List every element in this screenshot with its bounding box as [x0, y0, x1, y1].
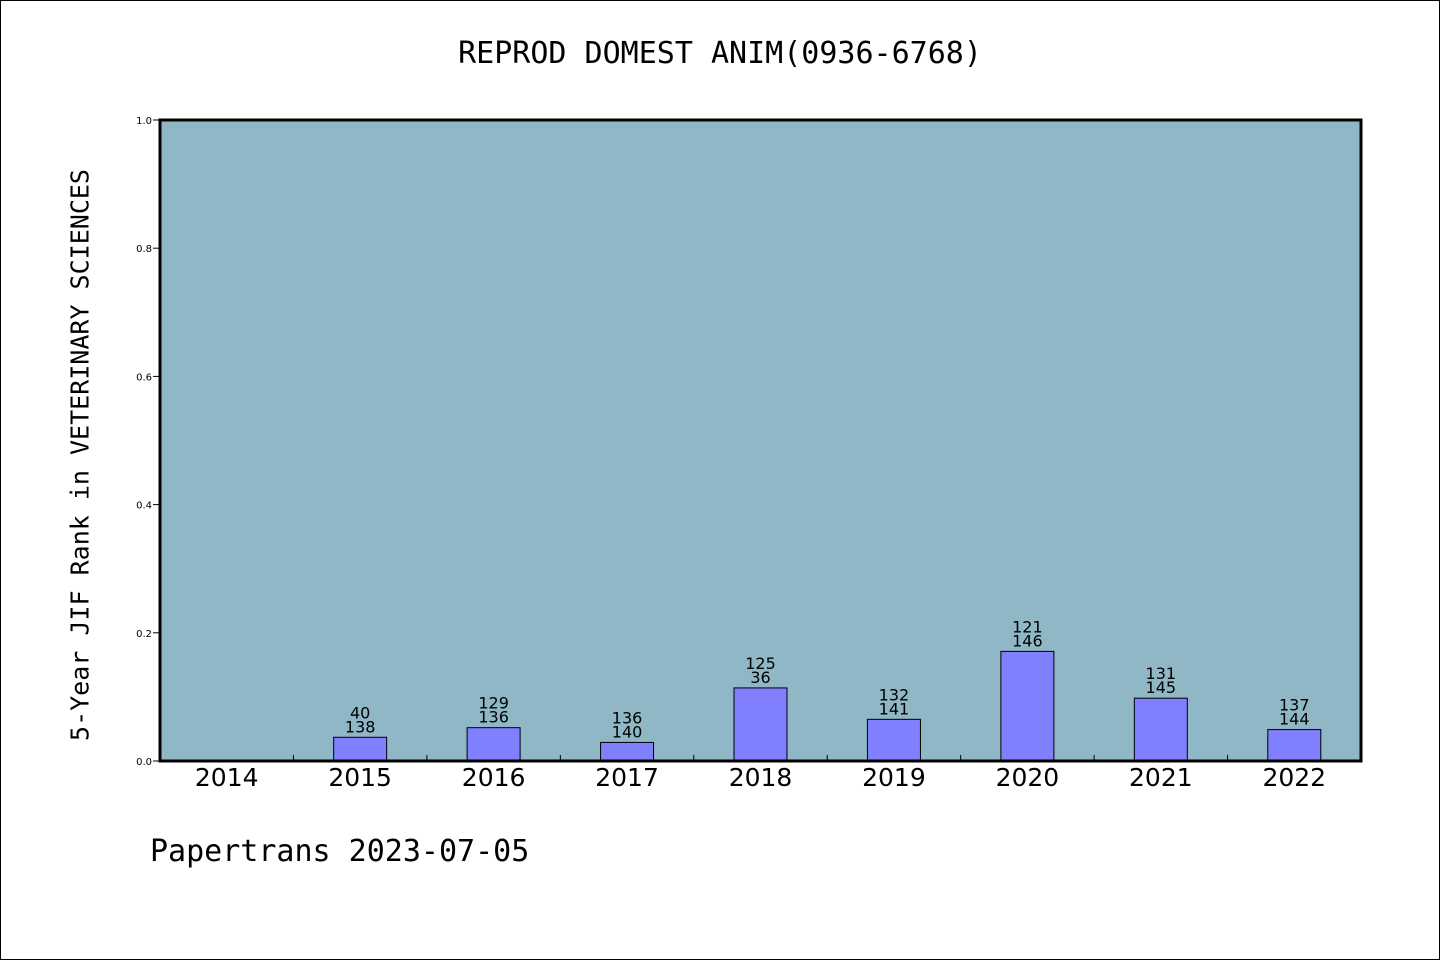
y-tick-label: 0.2 [136, 629, 152, 640]
bar-label-rank: 131 [1146, 664, 1177, 683]
chart-title: REPROD DOMEST ANIM(0936-6768) [458, 36, 982, 71]
bar-2018 [733, 687, 788, 762]
y-tick-label: 1.0 [136, 116, 152, 127]
bar-label-rank: 125 [745, 654, 776, 673]
x-tick-label: 2014 [195, 763, 259, 792]
bar-label-rank: 136 [612, 708, 643, 727]
bar-label-rank: 129 [478, 694, 509, 713]
plot-area [160, 120, 1361, 761]
y-tick-label: 0.4 [136, 501, 152, 512]
bar-2016 [466, 727, 521, 762]
bar-label-rank: 40 [350, 703, 370, 722]
bar-label-rank: 121 [1012, 617, 1043, 636]
bar-label-total: 140 [612, 722, 643, 741]
x-tick-label: 2020 [996, 763, 1060, 792]
y-tick-label: 0.0 [136, 757, 152, 768]
x-tick-label: 2019 [862, 763, 926, 792]
bar-label-total: 144 [1279, 710, 1310, 729]
x-tick-label: 2016 [462, 763, 526, 792]
x-tick-label: 2015 [328, 763, 392, 792]
bar-label-total: 146 [1012, 631, 1043, 650]
bar-2020 [1000, 650, 1055, 762]
bar-label-total: 141 [879, 699, 910, 718]
x-axis: 2014 2015 2016 2017 2018 2019 2020 2021 2022 [195, 755, 1326, 792]
bar-label-total: 136 [478, 708, 509, 727]
plot-border [158, 118, 1363, 763]
bar-2022 [1267, 729, 1322, 762]
x-tick-label: 2022 [1262, 763, 1326, 792]
x-tick-label: 2017 [595, 763, 659, 792]
y-tick-label: 0.6 [136, 372, 152, 383]
y-tick-label: 0.8 [136, 244, 152, 255]
x-tick-label: 2018 [729, 763, 793, 792]
bar-label-rank: 137 [1279, 696, 1310, 715]
bar-2021 [1133, 697, 1188, 762]
bar-label-total: 36 [750, 668, 770, 687]
bar-label-total: 145 [1146, 678, 1177, 697]
bar-2019 [866, 718, 921, 762]
y-axis: 0.0 0.2 0.4 0.6 0.8 1.0 [136, 116, 160, 768]
bar-label-rank: 132 [879, 685, 910, 704]
bar-2017 [600, 741, 655, 762]
footer-text: Papertrans 2023-07-05 [150, 834, 530, 869]
bar-label-total: 138 [345, 717, 376, 736]
x-tick-label: 2021 [1129, 763, 1193, 792]
bar-2015 [333, 736, 388, 762]
